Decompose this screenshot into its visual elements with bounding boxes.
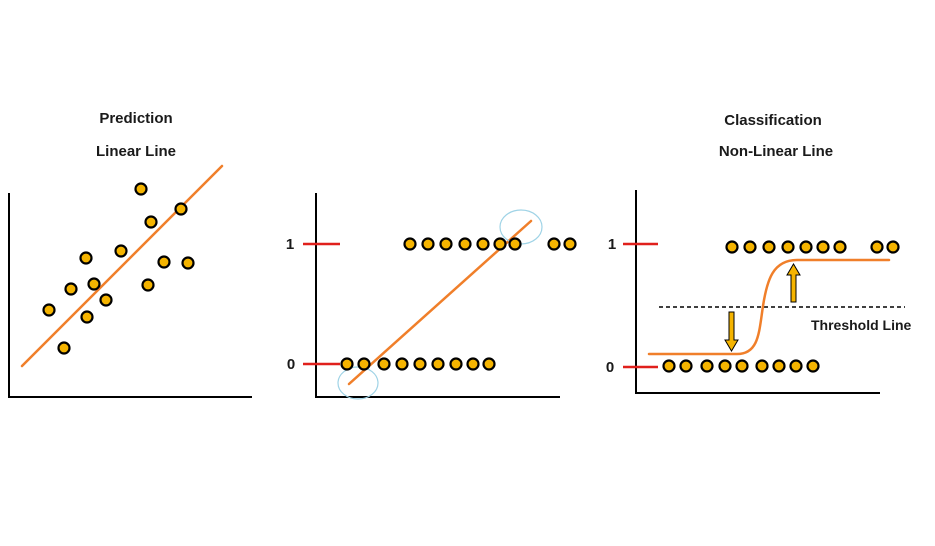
classification-panel: Classification Non-Linear Line 1 0 Thres… xyxy=(606,112,912,394)
prediction-subtitle: Linear Line xyxy=(96,143,176,160)
binary-dot-zero xyxy=(340,357,354,371)
binary-dot-zero xyxy=(482,357,496,371)
scatter-dot xyxy=(114,244,128,258)
binary-dot-zero xyxy=(679,359,693,373)
classification-tick-one-label: 1 xyxy=(608,236,616,253)
scatter-dot xyxy=(134,182,148,196)
scatter-dot xyxy=(141,278,155,292)
binary-dot-one xyxy=(762,240,776,254)
prediction-axes xyxy=(8,193,252,398)
binary-dot-one xyxy=(439,237,453,251)
binary-dot-one xyxy=(743,240,757,254)
binary-dot-one xyxy=(799,240,813,254)
binary-dot-one xyxy=(833,240,847,254)
classification-tick-zero-label: 0 xyxy=(606,359,614,376)
middle-tick-zero-label: 0 xyxy=(287,356,295,373)
binary-dot-zero xyxy=(377,357,391,371)
binary-dot-zero xyxy=(466,357,480,371)
highlight-circle-bottom xyxy=(337,366,379,400)
binary-dot-zero xyxy=(700,359,714,373)
binary-dot-zero xyxy=(755,359,769,373)
binary-dot-one xyxy=(816,240,830,254)
binary-dot-one xyxy=(563,237,577,251)
prediction-title: Prediction xyxy=(99,110,172,127)
scatter-dot xyxy=(157,255,171,269)
binary-dot-one xyxy=(421,237,435,251)
prediction-scatter-dots xyxy=(42,182,195,355)
scatter-dot xyxy=(87,277,101,291)
binary-dot-one xyxy=(725,240,739,254)
sigmoid-curve xyxy=(647,258,891,356)
binary-dot-one xyxy=(458,237,472,251)
classification-title: Classification xyxy=(724,112,822,129)
up-arrow-icon xyxy=(786,263,801,303)
scatter-dot xyxy=(144,215,158,229)
binary-dot-zero xyxy=(431,357,445,371)
middle-tick-one-label: 1 xyxy=(286,236,294,253)
down-arrow-icon xyxy=(724,311,739,352)
binary-dot-one xyxy=(547,237,561,251)
classification-axes xyxy=(635,190,880,394)
scatter-dot xyxy=(181,256,195,270)
binary-dot-zero xyxy=(789,359,803,373)
scatter-dot xyxy=(79,251,93,265)
prediction-panel: Prediction Linear Line xyxy=(8,110,252,398)
scatter-dot xyxy=(57,341,71,355)
scatter-dot xyxy=(64,282,78,296)
scatter-dot xyxy=(80,310,94,324)
binary-dot-one xyxy=(508,237,522,251)
binary-dot-zero xyxy=(449,357,463,371)
binary-dot-zero xyxy=(718,359,732,373)
binary-dot-one xyxy=(870,240,884,254)
binary-dot-zero xyxy=(357,357,371,371)
scatter-dot xyxy=(99,293,113,307)
scatter-dot xyxy=(174,202,188,216)
highlight-circle-top xyxy=(499,209,543,245)
classification-binary-dots xyxy=(662,240,900,373)
binary-dot-zero xyxy=(772,359,786,373)
middle-binary-dots xyxy=(340,237,577,371)
binary-dot-one xyxy=(403,237,417,251)
binary-dot-one xyxy=(781,240,795,254)
scatter-dot xyxy=(42,303,56,317)
regression-line xyxy=(20,164,224,368)
middle-panel: 1 0 xyxy=(286,193,577,400)
threshold-line-label: Threshold Line xyxy=(811,317,912,333)
binary-dot-one xyxy=(886,240,900,254)
binary-dot-zero xyxy=(806,359,820,373)
binary-dot-zero xyxy=(395,357,409,371)
binary-dot-zero xyxy=(413,357,427,371)
classification-subtitle: Non-Linear Line xyxy=(719,143,833,160)
binary-dot-one xyxy=(493,237,507,251)
binary-dot-one xyxy=(476,237,490,251)
binary-dot-zero xyxy=(662,359,676,373)
binary-dot-zero xyxy=(735,359,749,373)
